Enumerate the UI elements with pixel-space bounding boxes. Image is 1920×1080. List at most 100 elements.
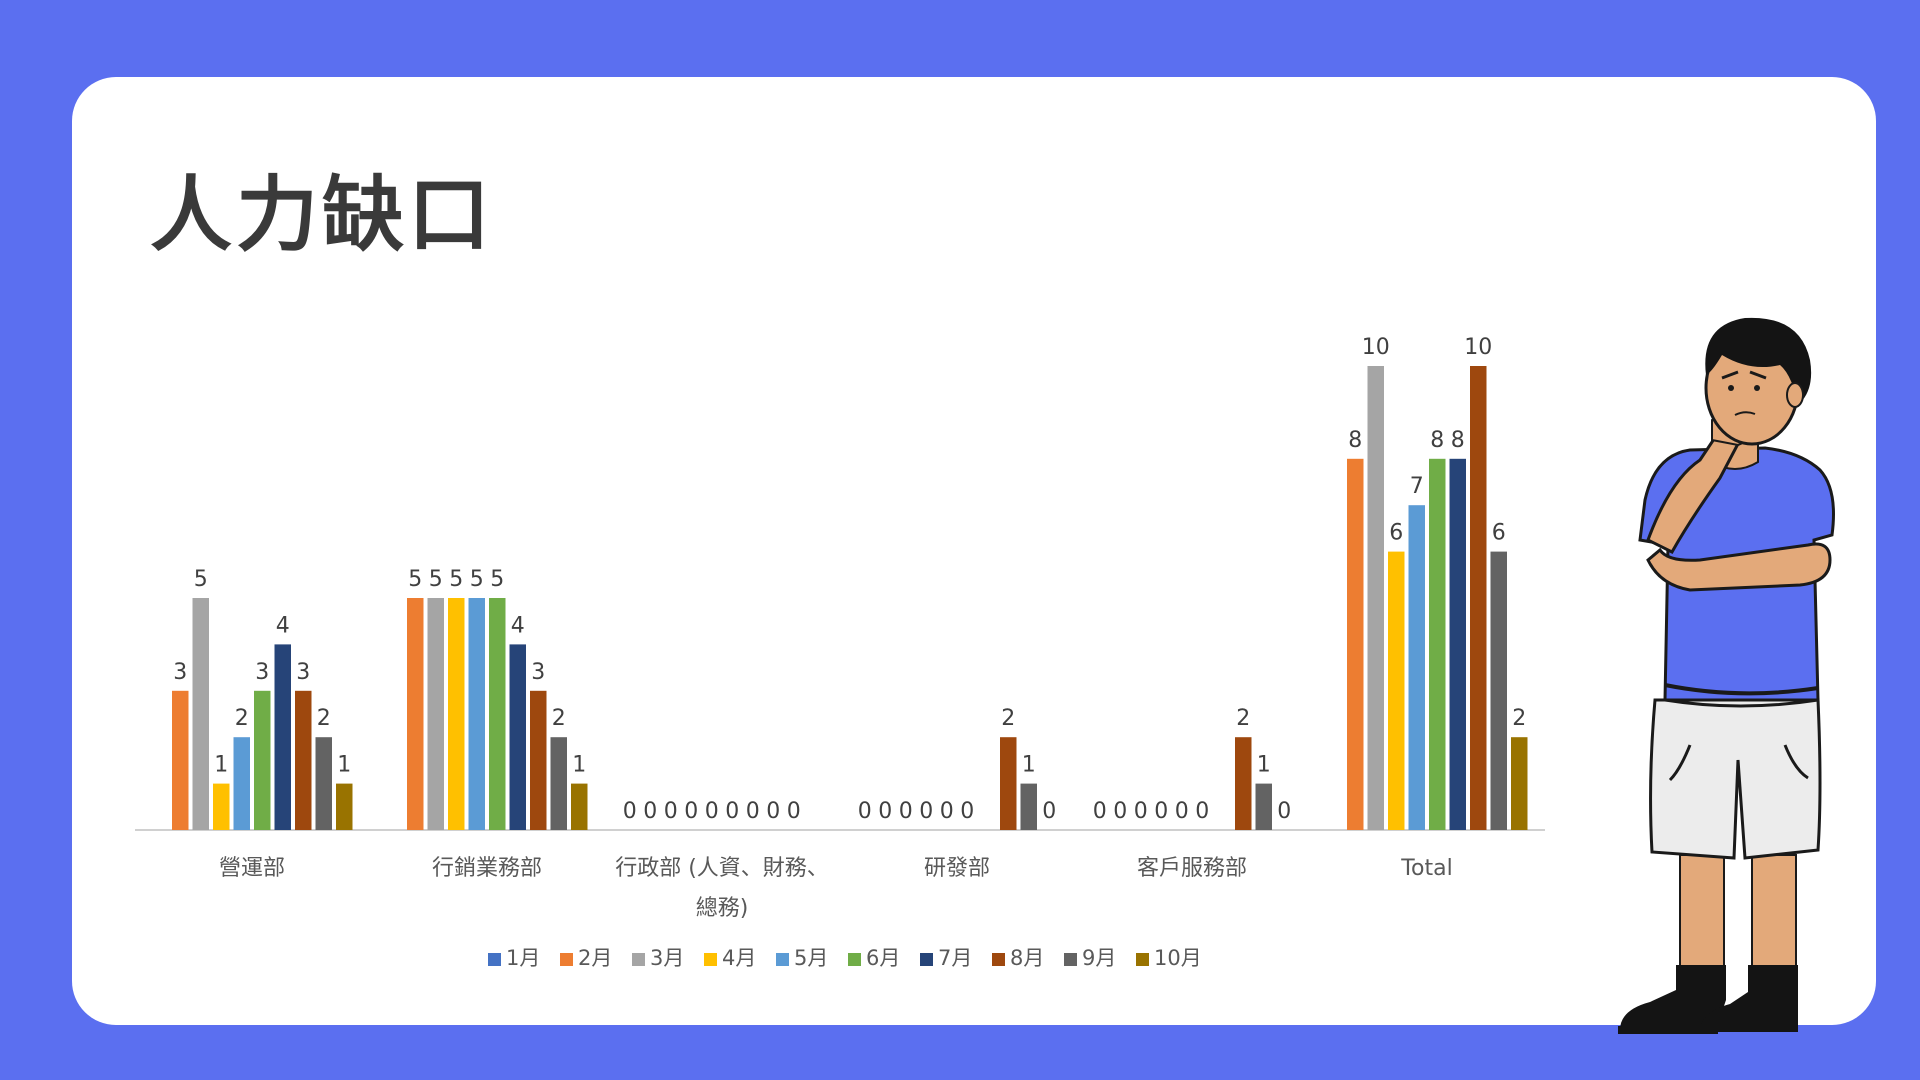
- data-label: 5: [449, 567, 463, 592]
- data-label: 10: [1362, 335, 1390, 360]
- bar-9月-行銷業務部: [550, 737, 567, 830]
- legend-swatch: [1136, 953, 1149, 966]
- data-label: 0: [787, 799, 801, 824]
- data-label: 0: [1154, 799, 1168, 824]
- data-label: 5: [490, 567, 504, 592]
- bar-9月-研發部: [1020, 783, 1037, 830]
- legend-item: 8月: [992, 946, 1044, 970]
- bar-7月-Total: [1449, 458, 1466, 830]
- bar-8月-行銷業務部: [530, 690, 547, 830]
- data-label: 0: [705, 799, 719, 824]
- data-label: 6: [1492, 521, 1506, 546]
- data-label: 0: [1175, 799, 1189, 824]
- data-label: 5: [194, 567, 208, 592]
- legend-swatch: [560, 953, 573, 966]
- data-label: 1: [214, 753, 228, 778]
- bar-9月-營運部: [315, 737, 332, 830]
- legend-label: 1月: [506, 946, 540, 970]
- data-label: 3: [531, 660, 545, 685]
- legend-label: 5月: [794, 946, 828, 970]
- slide-card: [72, 77, 1876, 1025]
- data-label: 4: [276, 613, 290, 638]
- bar-2月-行銷業務部: [407, 598, 424, 830]
- data-label: 8: [1430, 428, 1444, 453]
- data-label: 0: [643, 799, 657, 824]
- slide-title: 人力缺口: [150, 168, 495, 263]
- bar-4月-Total: [1388, 551, 1405, 830]
- data-label: 2: [552, 706, 566, 731]
- legend-swatch: [488, 953, 501, 966]
- data-label: 10: [1464, 335, 1492, 360]
- bar-6月-Total: [1429, 458, 1446, 830]
- bar-3月-Total: [1367, 366, 1384, 830]
- legend-swatch: [776, 953, 789, 966]
- legend-label: 2月: [578, 946, 612, 970]
- legend-item: 3月: [632, 946, 684, 970]
- bar-8月-營運部: [295, 690, 312, 830]
- bar-2月-Total: [1347, 458, 1364, 830]
- data-label: 0: [940, 799, 954, 824]
- data-label: 1: [1257, 753, 1271, 778]
- data-label: 3: [173, 660, 187, 685]
- bar-10月-Total: [1511, 737, 1528, 830]
- data-label: 0: [623, 799, 637, 824]
- data-label: 0: [878, 799, 892, 824]
- legend-label: 3月: [650, 946, 684, 970]
- legend-item: 4月: [704, 946, 756, 970]
- bar-8月-Total: [1470, 366, 1487, 830]
- data-label: 1: [1022, 753, 1036, 778]
- bar-5月-Total: [1408, 505, 1425, 830]
- data-label: 3: [255, 660, 269, 685]
- legend-swatch: [920, 953, 933, 966]
- bar-6月-行銷業務部: [489, 598, 506, 830]
- legend-item: 10月: [1136, 946, 1202, 970]
- data-label: 3: [296, 660, 310, 685]
- x-tick-label: Total: [1400, 856, 1452, 881]
- data-label: 0: [1113, 799, 1127, 824]
- x-tick-label: 總務): [696, 896, 749, 921]
- bar-9月-Total: [1490, 551, 1507, 830]
- data-label: 0: [960, 799, 974, 824]
- legend-label: 8月: [1010, 946, 1044, 970]
- data-label: 0: [858, 799, 872, 824]
- legend-item: 6月: [848, 946, 900, 970]
- data-label: 2: [1512, 706, 1526, 731]
- legend-item: 1月: [488, 946, 540, 970]
- data-label: 5: [429, 567, 443, 592]
- data-label: 0: [664, 799, 678, 824]
- bar-5月-行銷業務部: [468, 598, 485, 830]
- data-label: 7: [1410, 474, 1424, 499]
- legend-item: 9月: [1064, 946, 1116, 970]
- data-label: 0: [725, 799, 739, 824]
- data-label: 0: [1195, 799, 1209, 824]
- data-label: 5: [408, 567, 422, 592]
- legend-label: 6月: [866, 946, 900, 970]
- data-label: 0: [1277, 799, 1291, 824]
- bar-4月-行銷業務部: [448, 598, 465, 830]
- bar-7月-營運部: [274, 644, 291, 830]
- data-label: 0: [766, 799, 780, 824]
- data-label: 2: [235, 706, 249, 731]
- x-tick-label: 客戶服務部: [1137, 856, 1247, 881]
- data-label: 2: [1236, 706, 1250, 731]
- x-tick-label: 營運部: [219, 856, 285, 881]
- legend-swatch: [848, 953, 861, 966]
- bar-10月-營運部: [336, 783, 353, 830]
- data-label: 2: [1001, 706, 1015, 731]
- data-label: 0: [1093, 799, 1107, 824]
- legend-swatch: [1064, 953, 1077, 966]
- data-label: 0: [684, 799, 698, 824]
- legend-swatch: [704, 953, 717, 966]
- bar-2月-營運部: [172, 690, 189, 830]
- legend-label: 7月: [938, 946, 972, 970]
- legend-label: 10月: [1154, 946, 1202, 970]
- bar-6月-營運部: [254, 690, 271, 830]
- data-label: 0: [1042, 799, 1056, 824]
- data-label: 0: [1134, 799, 1148, 824]
- bar-8月-研發部: [1000, 737, 1017, 830]
- legend-item: 5月: [776, 946, 828, 970]
- legend-swatch: [992, 953, 1005, 966]
- data-label: 0: [746, 799, 760, 824]
